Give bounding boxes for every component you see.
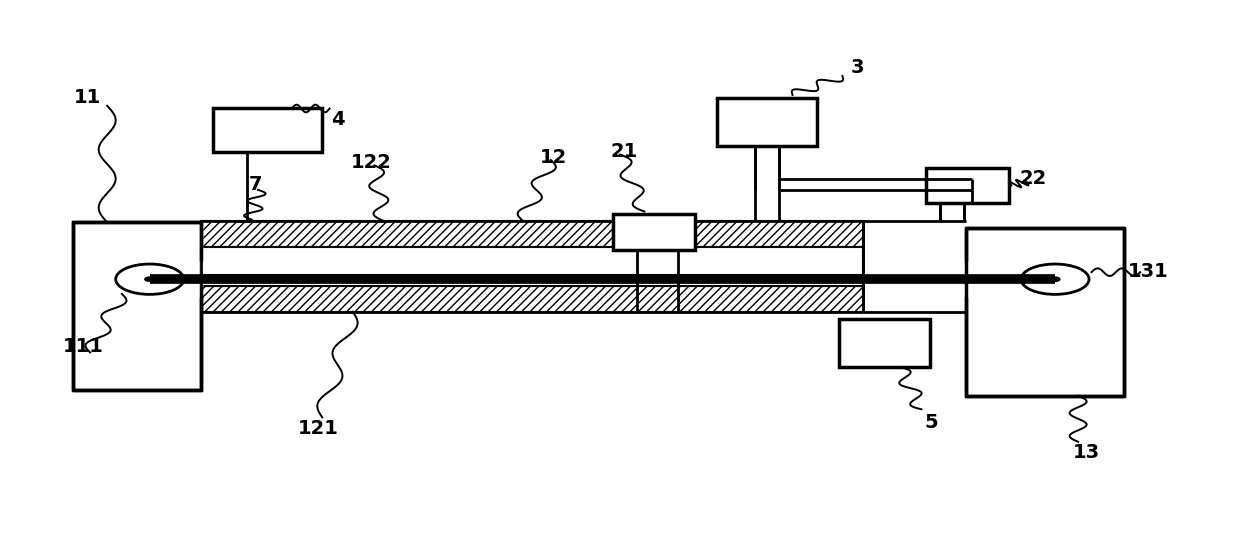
Bar: [613, 213, 696, 251]
Text: 4: 4: [331, 110, 345, 129]
Text: 22: 22: [1019, 169, 1047, 189]
Circle shape: [1050, 277, 1060, 281]
Circle shape: [145, 277, 155, 281]
Bar: [201, 221, 863, 247]
Text: 122: 122: [351, 153, 392, 172]
Bar: [213, 108, 322, 152]
Text: 21: 21: [610, 142, 637, 161]
Bar: [838, 319, 930, 367]
Bar: [201, 286, 863, 312]
Bar: [73, 222, 201, 390]
Text: 5: 5: [924, 413, 937, 432]
Text: 7: 7: [249, 175, 262, 194]
Bar: [966, 228, 1125, 396]
Text: 11: 11: [74, 88, 102, 107]
Bar: [926, 168, 1009, 204]
Text: 111: 111: [62, 337, 103, 357]
Bar: [717, 98, 817, 147]
Text: 3: 3: [851, 59, 864, 77]
Text: 13: 13: [1073, 443, 1100, 462]
Text: 131: 131: [1128, 262, 1169, 280]
Bar: [201, 247, 863, 275]
Text: 12: 12: [539, 148, 567, 167]
Text: 121: 121: [298, 419, 339, 438]
Bar: [201, 275, 863, 286]
